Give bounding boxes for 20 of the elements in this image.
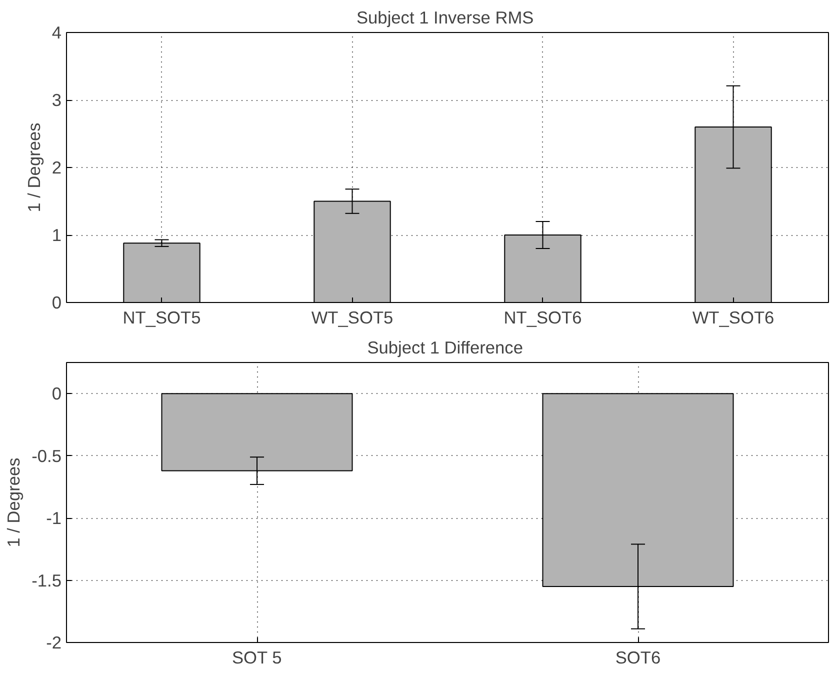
chart-title: Subject 1 Difference bbox=[367, 338, 523, 358]
x-tick-label: SOT 5 bbox=[232, 648, 282, 668]
y-axis-title: 1 / Degrees bbox=[4, 457, 24, 548]
y-tick-label: -1.5 bbox=[32, 570, 62, 590]
chart-title: Subject 1 Inverse RMS bbox=[356, 8, 534, 28]
y-axis-title: 1 / Degrees bbox=[24, 122, 44, 212]
x-tick-label: WT_SOT5 bbox=[311, 308, 394, 328]
y-tick-label: 0 bbox=[52, 384, 62, 404]
x-tick-label: NT_SOT5 bbox=[122, 308, 201, 328]
y-tick-label: 4 bbox=[52, 22, 62, 42]
y-tick-label: 2 bbox=[52, 158, 62, 178]
y-tick-label: -0.5 bbox=[32, 446, 62, 466]
y-tick-label: -2 bbox=[46, 632, 62, 652]
y-tick-label: -1 bbox=[46, 508, 62, 528]
y-tick-label: 3 bbox=[52, 90, 62, 110]
y-tick-label: 0 bbox=[52, 292, 62, 312]
y-tick-label: 1 bbox=[52, 225, 62, 245]
x-tick-label: WT_SOT6 bbox=[692, 308, 774, 328]
x-tick-label: SOT6 bbox=[615, 648, 661, 668]
x-tick-label: NT_SOT6 bbox=[504, 308, 582, 328]
